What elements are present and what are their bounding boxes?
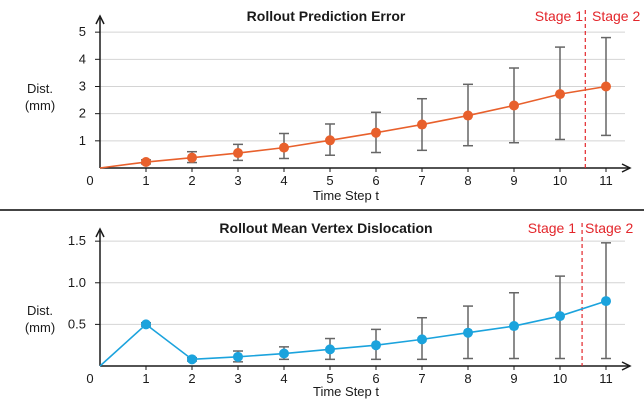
y-tick-label: 0.5 xyxy=(68,316,86,331)
x-tick-label: 0 xyxy=(86,173,93,188)
data-point xyxy=(371,128,381,138)
data-point xyxy=(601,81,611,91)
data-point xyxy=(417,334,427,344)
vertex-dislocation-chart: Rollout Mean Vertex Dislocation Dist. (m… xyxy=(25,220,634,399)
stage-1-label: Stage 1 xyxy=(528,220,576,236)
y-axis-label-line2: (mm) xyxy=(25,98,55,113)
x-tick-label: 2 xyxy=(188,173,195,188)
x-axis-label: Time Step t xyxy=(313,188,379,203)
y-tick-label: 1 xyxy=(79,133,86,148)
y-tick-label: 2 xyxy=(79,106,86,121)
x-tick-label: 10 xyxy=(553,173,567,188)
x-tick-label: 8 xyxy=(464,173,471,188)
data-point xyxy=(187,354,197,364)
prediction-error-chart: Rollout Prediction Error Dist. (mm) Time… xyxy=(25,8,641,203)
data-point xyxy=(233,352,243,362)
data-point xyxy=(463,111,473,121)
y-tick-label: 4 xyxy=(79,51,86,66)
series-line xyxy=(100,301,606,366)
y-axis-label-line2: (mm) xyxy=(25,320,55,335)
x-tick-label: 1 xyxy=(142,173,149,188)
x-tick-label: 6 xyxy=(372,371,379,386)
x-tick-label: 3 xyxy=(234,371,241,386)
data-point xyxy=(555,89,565,99)
data-point xyxy=(509,101,519,111)
chart-title: Rollout Prediction Error xyxy=(247,8,406,24)
y-tick-label: 1.5 xyxy=(68,233,86,248)
data-point xyxy=(279,143,289,153)
data-point xyxy=(555,311,565,321)
data-point xyxy=(325,344,335,354)
y-tick-label: 1.0 xyxy=(68,275,86,290)
data-point xyxy=(141,157,151,167)
x-tick-label: 10 xyxy=(553,371,567,386)
y-tick-label: 5 xyxy=(79,24,86,39)
data-point xyxy=(463,328,473,338)
x-tick-label: 9 xyxy=(510,173,517,188)
x-tick-label: 6 xyxy=(372,173,379,188)
data-point xyxy=(187,153,197,163)
x-tick-label: 8 xyxy=(464,371,471,386)
x-tick-label: 7 xyxy=(418,371,425,386)
data-point xyxy=(279,349,289,359)
x-tick-label: 5 xyxy=(326,173,333,188)
chart-title: Rollout Mean Vertex Dislocation xyxy=(219,220,432,236)
data-point xyxy=(325,135,335,145)
x-tick-label: 9 xyxy=(510,371,517,386)
stage-2-label: Stage 2 xyxy=(585,220,633,236)
data-point xyxy=(509,321,519,331)
x-tick-label: 11 xyxy=(599,173,613,188)
y-axis-label-line1: Dist. xyxy=(27,303,53,318)
x-tick-label: 11 xyxy=(599,371,613,386)
data-point xyxy=(371,340,381,350)
data-point xyxy=(601,296,611,306)
stage-1-label: Stage 1 xyxy=(535,8,583,24)
series-line xyxy=(100,86,606,168)
x-tick-label: 4 xyxy=(280,371,287,386)
x-tick-label: 0 xyxy=(86,371,93,386)
x-tick-label: 5 xyxy=(326,371,333,386)
stage-2-label: Stage 2 xyxy=(592,8,640,24)
y-tick-label: 3 xyxy=(79,78,86,93)
x-tick-label: 4 xyxy=(280,173,287,188)
x-axis-label: Time Step t xyxy=(313,384,379,399)
data-point xyxy=(233,148,243,158)
data-point xyxy=(141,319,151,329)
y-axis-label-line1: Dist. xyxy=(27,81,53,96)
x-tick-label: 1 xyxy=(142,371,149,386)
x-tick-label: 3 xyxy=(234,173,241,188)
data-point xyxy=(417,120,427,130)
x-tick-label: 7 xyxy=(418,173,425,188)
x-tick-label: 2 xyxy=(188,371,195,386)
